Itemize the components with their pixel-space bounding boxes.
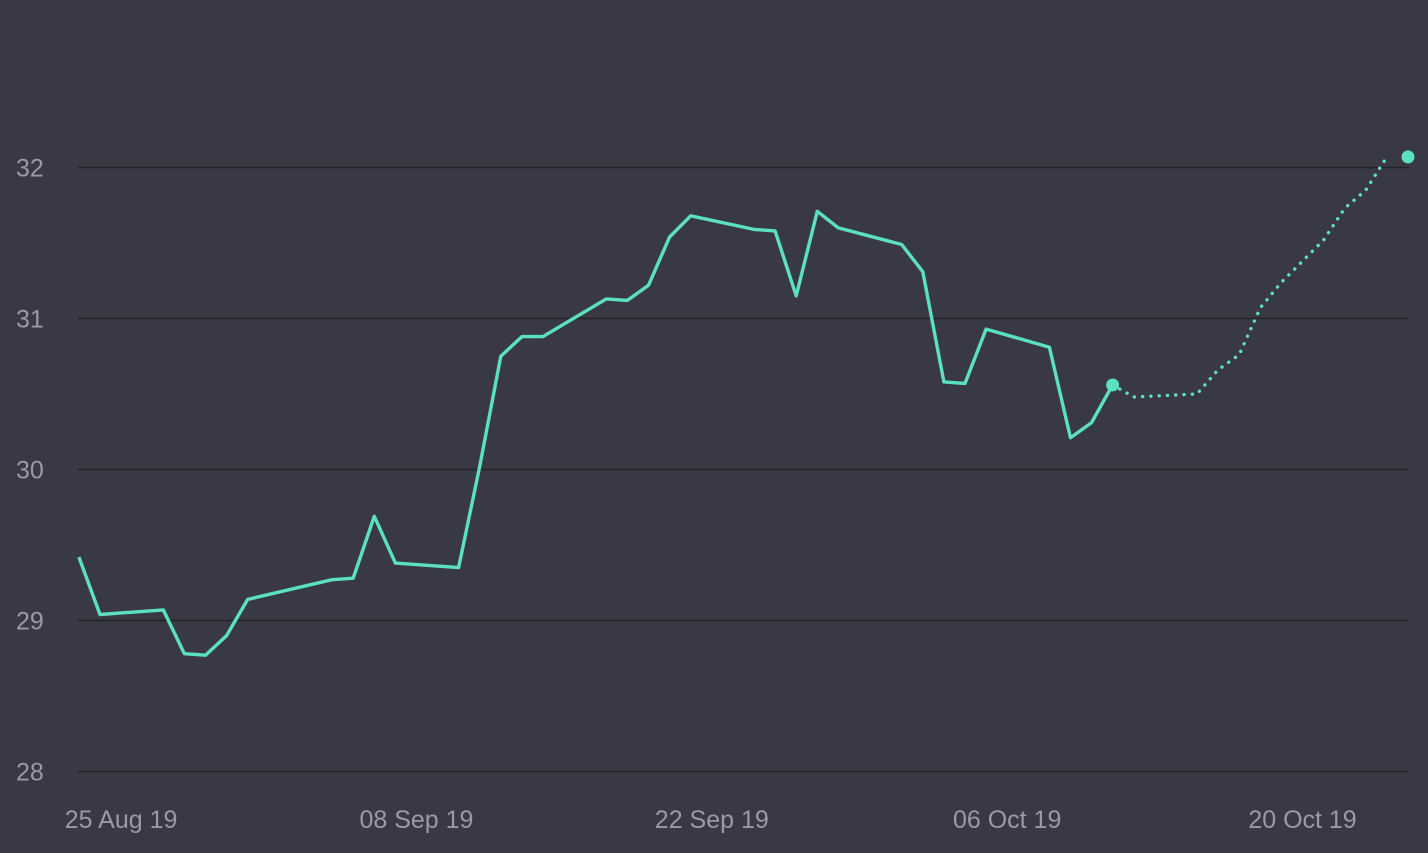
y-axis: 28 29 30 31 32 xyxy=(16,155,44,787)
series-lines xyxy=(77,155,1389,657)
y-tick-label: 28 xyxy=(16,759,44,787)
x-tick-label: 25 Aug 19 xyxy=(65,806,178,834)
forecast-end-point xyxy=(1401,150,1415,164)
series-markers xyxy=(1106,150,1415,392)
y-tick-label: 29 xyxy=(16,608,44,636)
x-tick-label: 08 Sep 19 xyxy=(359,806,473,834)
actual-line xyxy=(77,209,1115,657)
x-tick-label: 22 Sep 19 xyxy=(655,806,769,834)
y-tick-label: 32 xyxy=(16,155,44,183)
x-tick-label: 20 Oct 19 xyxy=(1248,806,1356,834)
y-tick-label: 31 xyxy=(16,306,44,334)
x-axis: 25 Aug 19 08 Sep 19 22 Sep 19 06 Oct 19 20 O… xyxy=(65,806,1357,834)
last-actual-point xyxy=(1106,378,1120,392)
x-tick-label: 06 Oct 19 xyxy=(953,806,1061,834)
grid xyxy=(78,166,1409,773)
forecast-line xyxy=(1110,155,1389,399)
y-tick-label: 30 xyxy=(16,457,44,485)
